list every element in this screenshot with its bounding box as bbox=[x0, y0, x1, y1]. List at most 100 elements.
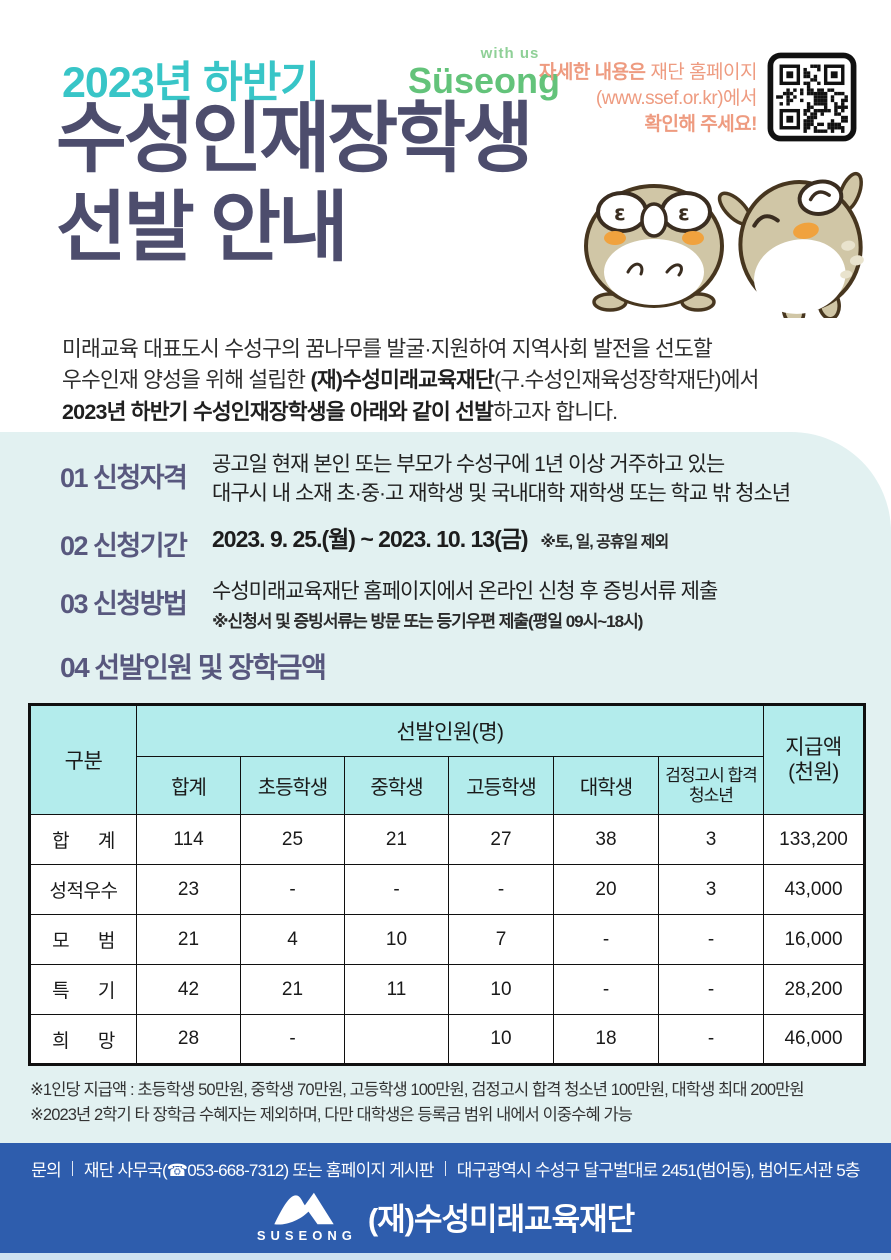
table-cell: 28 bbox=[136, 1014, 241, 1065]
intro-line2-pre: 우수인재 양성을 위해 설립한 bbox=[62, 368, 311, 392]
method-note: ※신청서 및 증빙서류는 방문 또는 등기우편 제출(평일 09시~18시) bbox=[212, 612, 643, 631]
bottom-edge-strip bbox=[0, 1253, 891, 1260]
contact-part: 문의 bbox=[31, 1161, 61, 1180]
table-cell: 27 bbox=[448, 814, 554, 865]
table-cell: - bbox=[553, 914, 659, 965]
table-cell: 23 bbox=[136, 864, 241, 915]
sub-header-row: 합계 초등학생 중학생 고등학생 대학생 검정고시 합격 청소년 bbox=[30, 756, 865, 815]
group-header: 선발인원(명) bbox=[136, 704, 764, 757]
table-cell: - bbox=[240, 864, 345, 915]
table-cell: - bbox=[240, 1014, 345, 1065]
mascot-right bbox=[717, 171, 864, 327]
qr-modules bbox=[776, 64, 848, 133]
table-row: 특 기 42 21 11 10- -28,200 bbox=[29, 964, 865, 1015]
contact-part: 재단 사무국(☎053-668-7312) 또는 홈페이지 게시판 bbox=[83, 1161, 435, 1180]
table-cell: - bbox=[553, 964, 659, 1015]
intro-line2-post: (구.수성인재육성장학재단)에서 bbox=[494, 368, 759, 392]
row-label: 희 망 bbox=[29, 1014, 137, 1065]
table-cell: 10 bbox=[448, 1014, 554, 1065]
table-cell: - bbox=[448, 864, 554, 915]
title-line-1: 수성인재장학생 bbox=[56, 96, 534, 182]
svg-text:ε: ε bbox=[678, 201, 690, 225]
info-section: 01 신청자격 공고일 현재 본인 또는 부모가 수성구에 1년 이상 거주하고… bbox=[0, 432, 891, 1143]
row-label: 합 계 bbox=[29, 814, 137, 865]
title-line-2: 선발 안내 bbox=[56, 185, 349, 271]
notice-rest-1: 재단 홈페이지 bbox=[645, 62, 757, 83]
contact-line: 문의 재단 사무국(☎053-668-7312) 또는 홈페이지 게시판 대구광역시… bbox=[0, 1143, 891, 1181]
footer-logo-text: SUSEONG bbox=[256, 1228, 357, 1243]
intro-line1: 미래교육 대표도시 수성구의 꿈나무를 발굴·지원하여 지역사회 발전을 선도할 bbox=[62, 336, 713, 361]
table-row: 모 범 21 4 10 7- -16,000 bbox=[29, 914, 865, 965]
amount-cell: 46,000 bbox=[763, 1014, 865, 1065]
corner-header: 구분 bbox=[29, 704, 137, 815]
notice-url: (www.ssef.or.kr)에서 bbox=[595, 88, 758, 109]
section-heading: 04 선발인원 및 장학금액 bbox=[60, 652, 327, 683]
table-cell: 3 bbox=[658, 814, 764, 865]
section-table-title: 04 선발인원 및 장학금액 bbox=[60, 646, 327, 686]
section-heading: 02 신청기간 bbox=[60, 531, 188, 561]
row-label: 모 범 bbox=[29, 914, 137, 965]
column-header: 대학생 bbox=[553, 756, 659, 815]
divider bbox=[71, 1161, 73, 1176]
column-header: 초등학생 bbox=[240, 756, 345, 815]
homepage-notice: 자세한 내용은 재단 홈페이지 (www.ssef.or.kr)에서 확인해 주… bbox=[539, 60, 758, 138]
application-period: 2023. 9. 25.(월) ~ 2023. 10. 13(금) bbox=[212, 526, 529, 552]
section-method: 03 신청방법 수성미래교육재단 홈페이지에서 온라인 신청 후 증빙서류 제출… bbox=[60, 580, 718, 631]
row-label: 특 기 bbox=[29, 964, 137, 1015]
table-cell: - bbox=[658, 964, 764, 1015]
section-heading: 03 신청방법 bbox=[60, 589, 188, 619]
notice-strong-2: 확인해 주세요! bbox=[644, 114, 758, 135]
suseong-logo: with us Süseong bbox=[398, 46, 570, 99]
selection-table-wrap: 구분 선발인원(명) 지급액 (천원) 합계 초등학생 중학생 고등학생 대학생 검정고시… bbox=[28, 703, 866, 1066]
table-cell: 42 bbox=[136, 964, 241, 1015]
table-cell: 20 bbox=[553, 864, 659, 915]
section-heading: 01 신청자격 bbox=[60, 463, 188, 493]
table-row: 성적우수 23- - -20 3 43,000 bbox=[29, 864, 865, 915]
table-cell: - bbox=[344, 864, 449, 915]
table-cell: 4 bbox=[240, 914, 345, 965]
suseong-mountain-logo: SUSEONG bbox=[257, 1190, 352, 1242]
table-cell: 25 bbox=[240, 814, 345, 865]
table-cell: 21 bbox=[240, 964, 345, 1015]
table-cell: 11 bbox=[344, 964, 449, 1015]
table-cell: 10 bbox=[448, 964, 554, 1015]
row-label: 성적우수 bbox=[29, 864, 137, 915]
selection-table: 구분 선발인원(명) 지급액 (천원) 합계 초등학생 중학생 고등학생 대학생 검정고시… bbox=[28, 703, 866, 1066]
qr-code-icon bbox=[767, 52, 857, 142]
intro-paragraph: 미래교육 대표도시 수성구의 꿈나무를 발굴·지원하여 지역사회 발전을 선도할… bbox=[62, 334, 862, 429]
column-header: 검정고시 합격 청소년 bbox=[658, 756, 764, 815]
footnotes: ※1인당 지급액 : 초등학생 50만원, 중학생 70만원, 고등학생 100… bbox=[30, 1078, 870, 1128]
amount-cell: 28,200 bbox=[763, 964, 865, 1015]
table-row: 희 망 28-10 18-46,000 bbox=[29, 1014, 865, 1065]
eligibility-line2: 대구시 내 소재 초·중·고 재학생 및 국내대학 재학생 또는 학교 밖 청소… bbox=[212, 482, 791, 505]
page-title: 수성인재장학생 선발 안내 bbox=[56, 95, 534, 273]
section-period: 02 신청기간 2023. 9. 25.(월) ~ 2023. 10. 13(금… bbox=[60, 524, 669, 563]
table-cell: 114 bbox=[136, 814, 241, 865]
table-cell: 18 bbox=[553, 1014, 659, 1065]
table-body: 합 계 114 25 21 27 38 3 133,200 성적우수 23- - -20 3 43,000… bbox=[29, 814, 865, 1065]
footer-logo-row: SUSEONG (재)수성미래교육재단 bbox=[0, 1190, 891, 1242]
table-cell: - bbox=[658, 914, 764, 965]
mountain-icon bbox=[274, 1192, 335, 1225]
season-subtitle: 2023년 하반기 bbox=[62, 59, 320, 107]
table-cell: 21 bbox=[344, 814, 449, 865]
period-note: ※토, 일, 공휴일 제외 bbox=[540, 534, 669, 551]
contact-part: 대구광역시 수성구 달구벌대로 2451(범어동), 범어도서관 5층 bbox=[456, 1161, 861, 1180]
column-header: 중학생 bbox=[344, 756, 449, 815]
footnote: ※1인당 지급액 : 초등학생 50만원, 중학생 70만원, 고등학생 100… bbox=[30, 1081, 805, 1099]
footnote: ※2023년 2학기 타 장학금 수혜자는 제외하며, 다만 대학생은 등록금 … bbox=[30, 1106, 633, 1124]
method-line1: 수성미래교육재단 홈페이지에서 온라인 신청 후 증빙서류 제출 bbox=[212, 580, 718, 603]
table-cell: 38 bbox=[553, 814, 659, 865]
intro-line3-strong: 2023년 하반기 수성인재장학생을 아래와 같이 선발 bbox=[62, 399, 494, 424]
intro-line3-post: 하고자 합니다. bbox=[493, 399, 618, 424]
table-cell: 10 bbox=[344, 914, 449, 965]
section-eligibility: 01 신청자격 공고일 현재 본인 또는 부모가 수성구에 1년 이상 거주하고… bbox=[60, 453, 791, 505]
amount-cell: 16,000 bbox=[763, 914, 865, 965]
logo-wordmark: Süseong bbox=[407, 60, 560, 101]
table-cell: 7 bbox=[448, 914, 554, 965]
logo-tagline: with us bbox=[480, 45, 540, 62]
amount-header: 지급액 (천원) bbox=[763, 704, 865, 815]
amount-cell: 133,200 bbox=[763, 814, 865, 865]
organization-name: (재)수성미래교육재단 bbox=[367, 1201, 635, 1237]
